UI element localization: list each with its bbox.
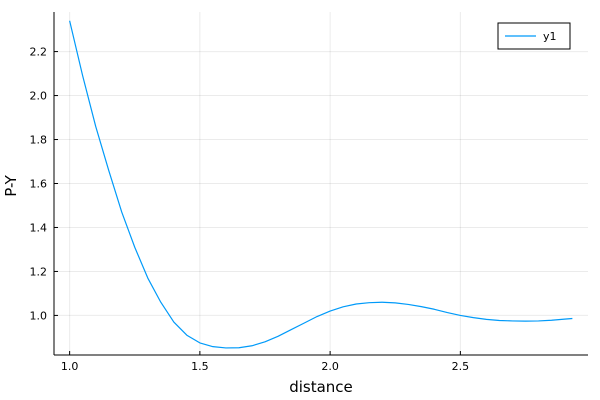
- y-tick-label: 1.6: [30, 178, 48, 191]
- grid: [54, 12, 588, 355]
- y-axis-title: P-Y: [2, 174, 20, 196]
- ticks: 1.0 1.5 2.0 2.5 1.0 1.2 1.4 1.6 1.8 2.0 2.2: [30, 46, 470, 373]
- y-tick-label: 1.0: [30, 309, 48, 322]
- x-tick-label: 1.5: [191, 360, 209, 373]
- legend: y1: [497, 22, 571, 50]
- x-tick-label: 2.5: [452, 360, 470, 373]
- legend-label: y1: [543, 30, 557, 43]
- x-tick-label: 1.0: [61, 360, 79, 373]
- x-tick-label: 2.0: [321, 360, 339, 373]
- x-axis-title: distance: [289, 378, 353, 396]
- y-tick-label: 2.2: [30, 46, 48, 59]
- y-tick-label: 1.8: [30, 134, 48, 147]
- y-tick-label: 2.0: [30, 90, 48, 103]
- series-layer: [69, 20, 573, 349]
- series-line-y1: [69, 20, 573, 349]
- y-tick-label: 1.2: [30, 265, 48, 278]
- y-tick-label: 1.4: [30, 221, 48, 234]
